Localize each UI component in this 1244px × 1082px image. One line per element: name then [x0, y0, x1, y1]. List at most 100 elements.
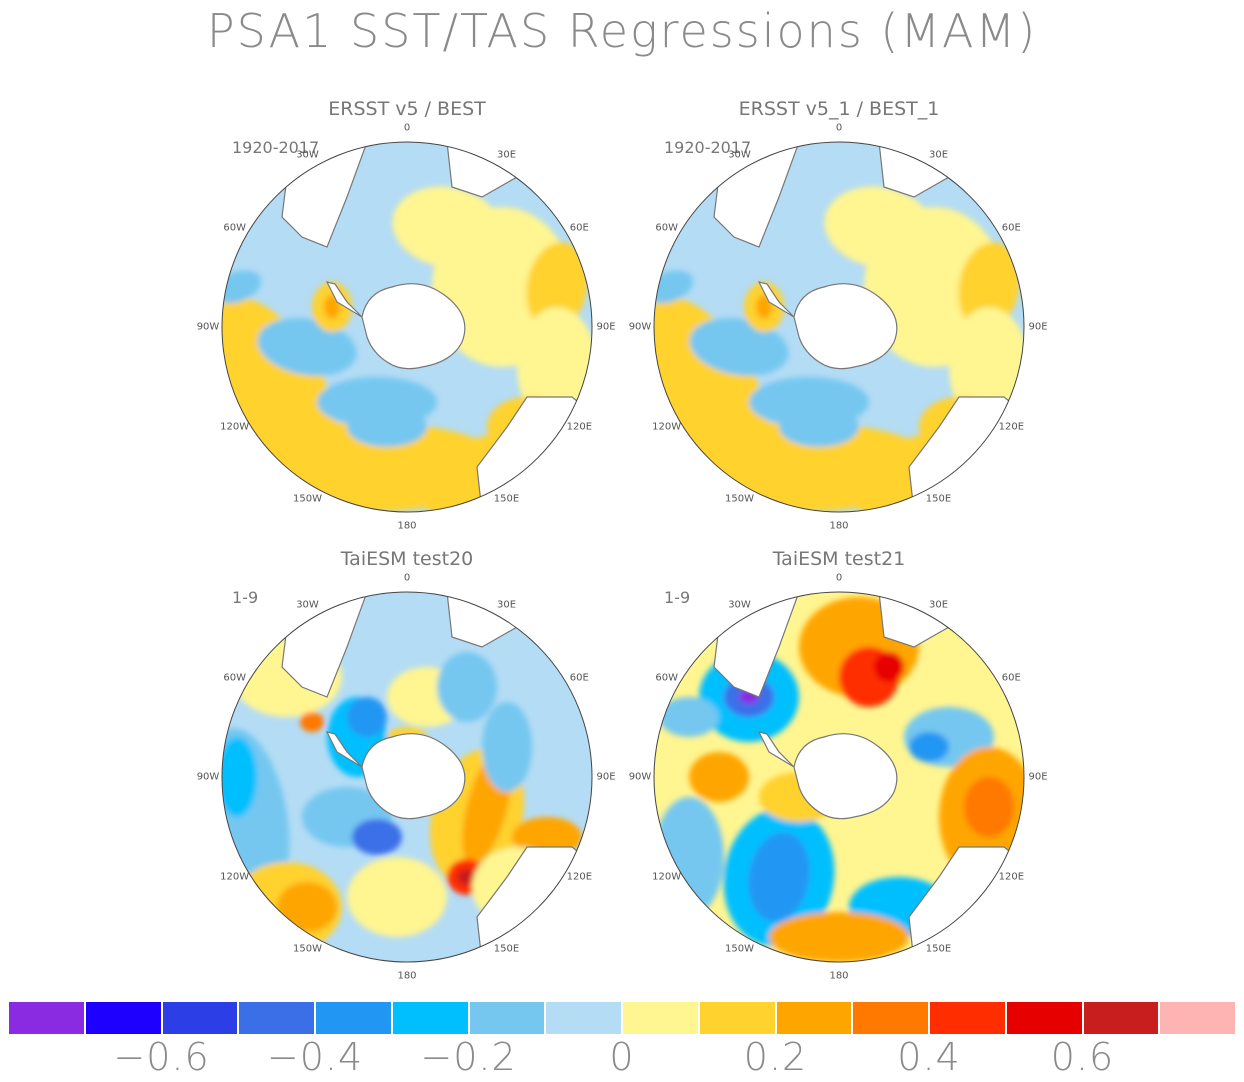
anomaly-region — [779, 407, 859, 447]
longitude-label: 30W — [296, 149, 319, 161]
colorbar-swatch — [622, 1001, 699, 1035]
panel-title: ERSST v5 / BEST — [328, 98, 486, 120]
map-panel-taiesm-test20: TaiESM test20 1-9 0 30E 60E 90E 120E 150E 180 150… — [192, 548, 622, 982]
longitude-label: 90W — [196, 771, 220, 783]
colorbar-swatch — [315, 1001, 392, 1035]
colorbar-swatch — [1082, 1001, 1160, 1035]
anomaly-region — [347, 697, 387, 737]
longitude-label: 30E — [928, 149, 949, 161]
longitude-label: 90E — [1028, 321, 1048, 333]
colorbar-swatch — [8, 1001, 85, 1035]
longitude-label: 90W — [196, 321, 220, 333]
longitude-label: 90E — [1028, 771, 1048, 783]
longitude-label: 60W — [223, 222, 246, 233]
anomaly-region — [300, 712, 324, 732]
panel-period: 1-9 — [232, 588, 259, 607]
antarctica-land — [793, 733, 898, 820]
longitude-label: 150W — [293, 943, 322, 955]
longitude-label: 150E — [925, 943, 952, 955]
anomaly-region — [964, 777, 1014, 837]
colorbar-swatch — [238, 1001, 315, 1035]
longitude-label: 30E — [496, 149, 517, 161]
colorbar-tick-label: −0.6 — [113, 1035, 210, 1079]
panel-title: ERSST v5_1 / BEST_1 — [738, 98, 940, 120]
anomaly-region — [347, 407, 427, 447]
colorbar-swatch — [1159, 1001, 1236, 1035]
longitude-label: 120W — [220, 871, 250, 882]
colorbar-tick-label: 0.4 — [897, 1035, 961, 1079]
longitude-label: 0 — [403, 572, 411, 584]
longitude-label: 30E — [928, 599, 949, 611]
longitude-label: 120E — [998, 871, 1025, 882]
longitude-label: 60W — [655, 672, 678, 683]
longitude-label: 90E — [596, 321, 616, 333]
antarctica-land — [361, 283, 466, 370]
longitude-label: 120E — [566, 421, 593, 432]
longitude-label: 180 — [829, 970, 849, 982]
antarctica-land — [361, 733, 466, 820]
longitude-label: 90E — [596, 771, 616, 783]
anomaly-region — [654, 797, 724, 917]
longitude-label: 120E — [998, 421, 1025, 432]
anomaly-region — [958, 242, 1020, 332]
anomaly-region — [689, 752, 749, 802]
longitude-label: 150E — [925, 493, 952, 505]
antarctica-land — [793, 283, 898, 370]
polar-map — [221, 141, 593, 513]
longitude-label: 60W — [223, 672, 246, 683]
longitude-label: 90W — [628, 321, 652, 333]
longitude-label: 150E — [493, 943, 520, 955]
colorbar-swatch — [545, 1001, 622, 1035]
map-panel-taiesm-test21: TaiESM test21 1-9 0 30E 60E 90E 120E 150E 180 150… — [624, 548, 1054, 982]
colorbar-tick-label: 0.2 — [743, 1035, 808, 1079]
longitude-label: 0 — [835, 572, 843, 584]
longitude-label: 120E — [566, 871, 593, 882]
anomaly-region — [689, 318, 789, 376]
longitude-label: 30E — [496, 599, 517, 611]
longitude-label: 0 — [403, 122, 411, 134]
colorbar-swatch — [161, 1001, 239, 1035]
colorbar-swatch — [391, 1001, 469, 1035]
map-panel-ersst-best: ERSST v5 / BEST 1920-2017 0 30E 60E 90E 120E 15… — [192, 98, 622, 532]
colorbar-tick-label: −0.4 — [266, 1035, 364, 1079]
longitude-label: 30W — [296, 599, 319, 611]
colorbar-tick-label: 0.6 — [1050, 1035, 1115, 1079]
anomaly-region — [659, 697, 719, 737]
longitude-label: 60W — [655, 222, 678, 233]
colorbar-swatch — [775, 1001, 853, 1035]
anomaly-region — [437, 652, 497, 722]
anomaly-region — [874, 652, 904, 682]
anomaly-region — [257, 318, 357, 376]
anomaly-region — [909, 732, 949, 762]
colorbar-swatch — [468, 1001, 546, 1035]
longitude-label: 150E — [493, 493, 520, 505]
longitude-label: 60E — [569, 672, 589, 683]
anomaly-region — [347, 857, 447, 937]
colorbar-swatch — [852, 1001, 929, 1035]
anomaly-region — [748, 832, 810, 922]
colorbar — [8, 1001, 1236, 1035]
longitude-label: 60E — [569, 222, 589, 233]
longitude-label: 0 — [835, 122, 843, 134]
polar-map — [653, 591, 1025, 963]
longitude-label: 120W — [652, 871, 682, 882]
map-outline — [221, 591, 593, 963]
longitude-label: 180 — [829, 520, 849, 532]
anomaly-region — [457, 869, 477, 885]
polar-map — [653, 141, 1025, 513]
longitude-label: 150W — [725, 943, 754, 955]
map-panel-ersst1-best1: ERSST v5_1 / BEST_1 1920-2017 0 30E 60E 90E 12… — [624, 98, 1054, 532]
anomaly-region — [222, 737, 257, 817]
map-outline — [221, 141, 593, 513]
main-title: PSA1 SST/TAS Regressions (MAM) — [206, 4, 1038, 58]
map-outline — [653, 141, 1025, 513]
anomaly-region — [769, 912, 909, 962]
longitude-label: 180 — [397, 970, 417, 982]
longitude-label: 30W — [728, 149, 751, 161]
panel-period: 1-9 — [664, 588, 691, 607]
panel-title: TaiESM test20 — [340, 548, 474, 570]
anomaly-region — [277, 882, 337, 932]
longitude-label: 120W — [220, 421, 250, 432]
panel-period: 1920-2017 — [232, 138, 320, 157]
polar-map — [221, 591, 593, 963]
